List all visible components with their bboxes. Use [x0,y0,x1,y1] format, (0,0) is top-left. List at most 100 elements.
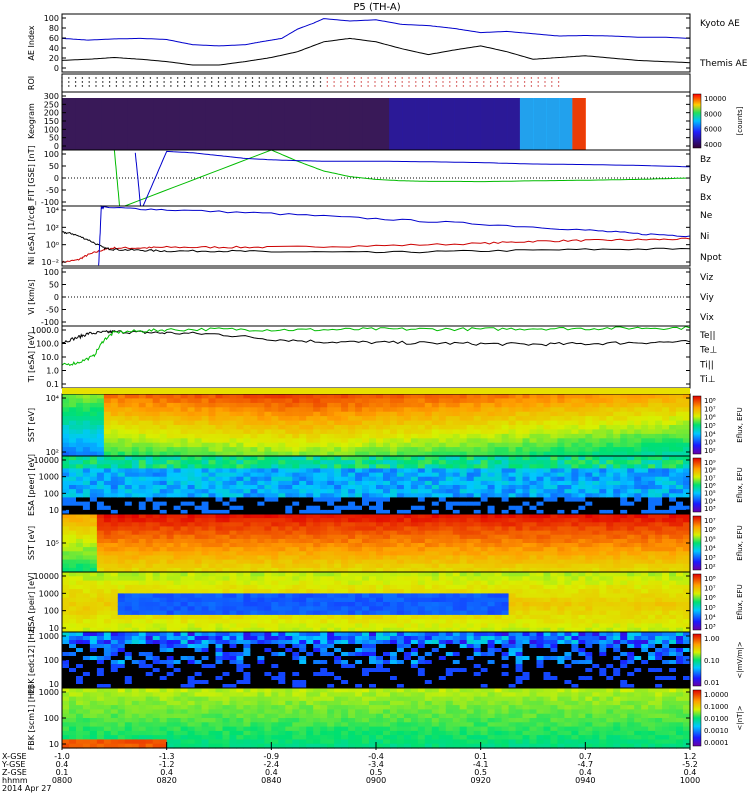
heatmap-cell [292,606,300,612]
heatmap-cell [82,501,91,507]
heatmap-cell [606,563,614,569]
heatmap-cell [208,614,217,620]
heatmap-cell [82,398,91,404]
heatmap-cell [278,619,286,624]
heatmap-cell [173,623,182,629]
heatmap-cell [494,398,503,404]
heatmap-cell [194,398,203,404]
heatmap-cell [278,606,286,612]
roi-marker [306,85,308,87]
heatmap-cell [362,584,370,590]
roi-marker [108,77,111,79]
heatmap-cell [82,597,91,603]
heatmap-cell [592,522,600,527]
heatmap-cell [410,514,419,519]
heatmap-cell [327,610,335,616]
heatmap-cell [131,538,140,544]
heatmap-cell [362,472,370,478]
heatmap-cell [376,593,384,599]
heatmap-cell [138,451,147,457]
heatmap-cell [383,619,391,624]
heatmap-cell [592,438,600,444]
heatmap-cell [383,407,391,413]
heatmap-cell [278,460,286,465]
heatmap-cell [320,472,328,478]
heatmap-cell [501,425,510,430]
heatmap-cell [89,480,98,486]
heatmap-cell [334,442,342,448]
keogram-strip [454,98,469,150]
heatmap-cell [445,407,454,413]
heatmap-cell [215,576,224,582]
heatmap-cell [341,464,349,469]
legend-vix: Vix [700,313,714,323]
heatmap-cell [529,438,538,444]
heatmap-cell [229,572,238,577]
keogram-strip [572,98,586,150]
heatmap-cell [271,530,279,536]
heatmap-cell [201,433,210,439]
heatmap-cell [299,538,307,544]
heatmap-cell [683,472,691,478]
heatmap-cell [285,576,293,582]
heatmap-cell [487,555,496,561]
heatmap-cell [515,509,524,515]
heatmap-cell [62,589,70,594]
heatmap-cell [383,518,391,523]
heatmap-cell [334,425,342,430]
heatmap-cell [194,420,203,426]
heatmap-cell [131,472,140,478]
heatmap-cell [76,456,84,461]
heatmap-cell [222,472,231,478]
colorbar-tick-label: 10⁷ [704,405,716,413]
heatmap-cell [222,464,231,469]
heatmap-cell [124,438,133,444]
heatmap-cell [627,518,635,523]
heatmap-cell [362,619,370,624]
heatmap-cell [676,407,684,413]
heatmap-cell [648,538,656,544]
heatmap-cell [620,433,628,439]
heatmap-cell [522,416,531,422]
heatmap-cell [522,407,531,413]
heatmap-cell [515,480,524,486]
heatmap-cell [452,472,461,478]
heatmap-cell [564,526,572,532]
heatmap-cell [348,555,356,561]
heatmap-cell [62,451,70,457]
heatmap-cell [410,451,419,457]
heatmap-cell [89,543,98,548]
heatmap-cell [383,593,391,599]
heatmap-cell [627,555,635,561]
heatmap-cell [173,425,182,430]
heatmap-cell [138,514,147,519]
heatmap-cell [592,505,600,511]
heatmap-cell [501,543,510,548]
heatmap-cell [89,497,98,503]
heatmap-cell [571,493,579,498]
heatmap-cell [306,606,314,612]
heatmap-cell [550,522,558,527]
heatmap-cell [424,493,433,498]
roi-marker [381,77,383,79]
heatmap-cell [320,425,328,430]
heatmap-cell [529,555,538,561]
heatmap-cell [452,464,461,469]
heatmap-cell [417,456,426,461]
heatmap-cell [159,438,168,444]
heatmap-cell [487,468,496,474]
heatmap-cell [627,464,635,469]
heatmap-cell [459,563,468,569]
y-tick-label: 100 [44,268,59,277]
heatmap-cell [236,538,244,544]
heatmap-cell [327,476,335,482]
heatmap-cell [89,584,98,590]
heatmap-cell [285,402,293,408]
heatmap-cell [152,597,161,603]
heatmap-cell [620,420,628,426]
heatmap-cell [180,447,189,453]
heatmap-cell [89,572,98,577]
heatmap-cell [236,522,244,527]
heatmap-cell [515,518,524,523]
heatmap-cell [124,394,133,399]
